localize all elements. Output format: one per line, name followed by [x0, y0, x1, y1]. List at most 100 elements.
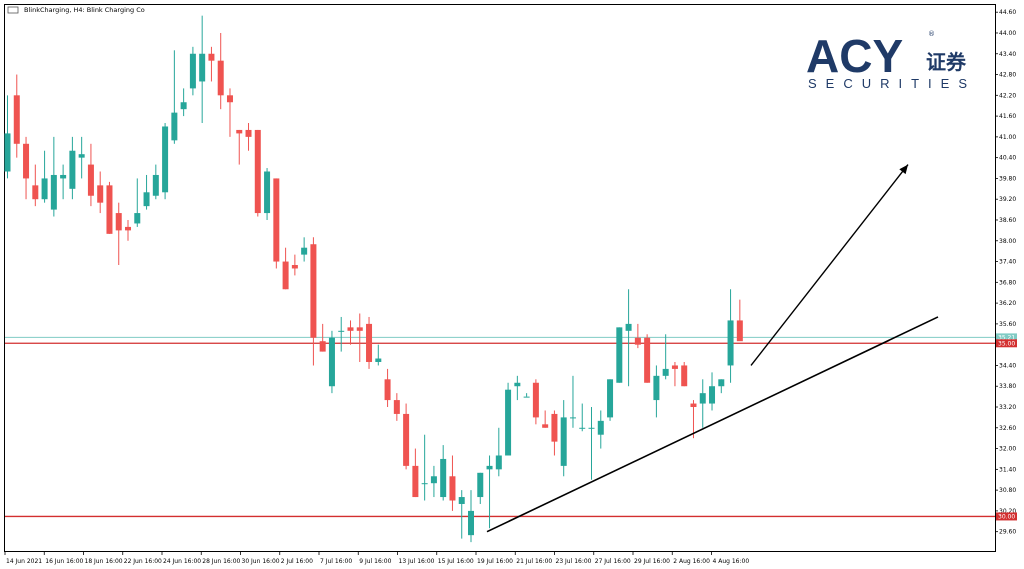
x-tick-label: 23 Jul 16:00 [556, 558, 592, 565]
candle [13, 74, 20, 158]
candle [477, 472, 484, 504]
candle [32, 164, 39, 207]
candle-body [291, 265, 298, 269]
candle [171, 50, 178, 144]
candle [162, 123, 169, 200]
candle [226, 88, 233, 137]
candle-body [226, 95, 233, 103]
candle-body [87, 164, 94, 196]
candle-body [616, 327, 623, 383]
x-tick-label: 29 Jul 16:00 [634, 558, 670, 565]
y-tick-label: 33.80 [999, 383, 1016, 390]
candle [41, 150, 48, 203]
current-price-tag-bg [996, 333, 1017, 342]
candle [523, 393, 530, 398]
candle-body [208, 53, 215, 61]
logo-brand-text: ACY [806, 30, 903, 82]
candle [338, 316, 345, 352]
x-tick-label: 13 Jul 16:00 [399, 558, 435, 565]
y-tick-label: 39.80 [999, 175, 1016, 182]
candle-body [254, 129, 261, 214]
candle [282, 247, 289, 290]
candle-body [4, 133, 11, 172]
candle [217, 32, 224, 110]
candle [440, 445, 447, 501]
candle-body [523, 396, 530, 398]
x-tick-label: 28 Jun 16:00 [202, 558, 240, 565]
x-tick-label: 14 Jun 2021 [6, 558, 42, 565]
y-tick-label: 42.80 [999, 72, 1016, 79]
candle-body [319, 341, 326, 352]
candle-body [273, 178, 280, 262]
candle [69, 136, 76, 200]
candle-body [347, 327, 354, 331]
candle-body [421, 483, 428, 485]
candle [671, 361, 678, 387]
candle-body [440, 458, 447, 498]
y-tick-label: 36.20 [999, 300, 1016, 307]
candle-body [486, 465, 493, 470]
candle [495, 427, 502, 477]
candle [50, 136, 57, 217]
y-tick-label: 32.00 [999, 446, 1016, 453]
y-tick-label: 37.40 [999, 259, 1016, 266]
candle [347, 320, 354, 345]
candle [532, 379, 539, 425]
candle [421, 434, 428, 501]
candle-body [709, 386, 716, 404]
x-tick-label: 16 Jun 16:00 [45, 558, 83, 565]
candle [134, 178, 141, 227]
candle-body [403, 413, 410, 466]
candle-body [152, 174, 159, 196]
candle-body [384, 379, 391, 401]
y-tick-label: 35.60 [999, 321, 1016, 328]
candle-body [607, 379, 614, 418]
candle-body [32, 185, 39, 200]
candle [264, 168, 271, 220]
candle-body [199, 53, 206, 82]
x-tick-label: 2 Aug 16:00 [673, 558, 710, 565]
candle [106, 181, 113, 234]
candle [681, 361, 688, 387]
candle-body [671, 365, 678, 369]
candle-body [180, 102, 187, 110]
arrow-head [899, 164, 908, 175]
resistance-price-tag: 35.00 [998, 340, 1015, 347]
y-tick-label: 38.00 [999, 238, 1016, 245]
candle [514, 375, 521, 401]
candle-body [50, 174, 57, 210]
candle-body [477, 472, 484, 498]
candle [542, 410, 549, 428]
candle-body [310, 244, 317, 338]
x-tick-label: 15 Jul 16:00 [438, 558, 474, 565]
y-tick-label: 39.20 [999, 196, 1016, 203]
candle-body [245, 129, 252, 137]
candle [87, 143, 94, 207]
candle-body [264, 171, 271, 214]
candle [458, 490, 465, 539]
resistance-price-tag-bg [996, 339, 1017, 348]
candle [384, 368, 391, 408]
x-tick-label: 21 Jul 16:00 [516, 558, 552, 565]
candle-body [162, 126, 169, 193]
candle-body [542, 424, 549, 428]
candle-body [458, 497, 465, 504]
y-tick-label: 42.20 [999, 92, 1016, 99]
y-tick-label: 43.40 [999, 51, 1016, 58]
logo-chinese-text: 证券 [926, 50, 967, 74]
x-tick-label: 4 Aug 16:00 [713, 558, 750, 565]
y-tick-label: 44.60 [999, 9, 1016, 16]
candle-body [625, 323, 632, 331]
candle [403, 403, 410, 470]
candle [310, 237, 317, 366]
candle-body [412, 465, 419, 498]
candle [319, 323, 326, 352]
y-tick-label: 41.00 [999, 134, 1016, 141]
candle-body [171, 112, 178, 141]
x-tick-label: 30 Jun 16:00 [242, 558, 280, 565]
trend-line [486, 316, 939, 533]
candle-body [560, 417, 567, 466]
y-tick-label: 40.40 [999, 155, 1016, 162]
